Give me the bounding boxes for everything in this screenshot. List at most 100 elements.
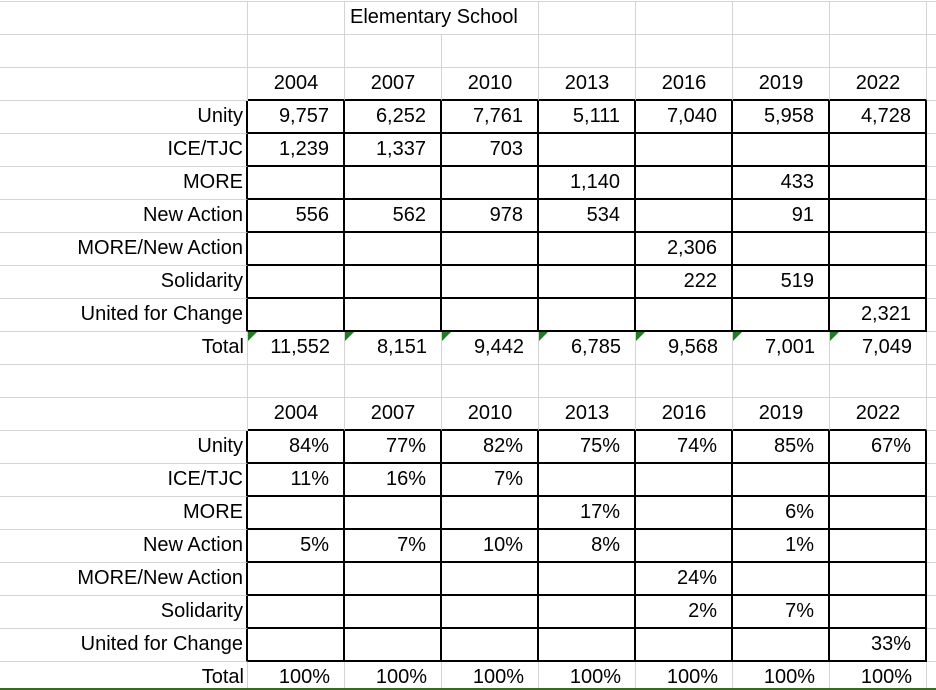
- cell-more-new-action-2010[interactable]: [442, 563, 539, 596]
- cell-more-2010[interactable]: [442, 167, 539, 200]
- row-label[interactable]: New Action: [0, 530, 248, 563]
- cell-united-for-change-2013[interactable]: [539, 299, 636, 332]
- year-header-cell[interactable]: 2007: [345, 68, 442, 101]
- cell-new-action-2019[interactable]: 1%: [733, 530, 830, 563]
- cell[interactable]: [636, 365, 733, 398]
- cell-total-2007[interactable]: 100%: [345, 662, 442, 690]
- cell-new-action-2010[interactable]: 10%: [442, 530, 539, 563]
- cell-ice-tjc-2022[interactable]: [830, 464, 927, 497]
- cell-ice-tjc-2016[interactable]: [636, 464, 733, 497]
- cell-total-2010[interactable]: 9,442: [442, 332, 539, 365]
- year-header-cell[interactable]: 2010: [442, 398, 539, 431]
- cell-new-action-2016[interactable]: [636, 200, 733, 233]
- cell-total-2016[interactable]: 100%: [636, 662, 733, 690]
- row-label-cell[interactable]: [0, 2, 248, 35]
- cell-total-2004[interactable]: 100%: [248, 662, 345, 690]
- cell-new-action-2004[interactable]: 556: [248, 200, 345, 233]
- cell-united-for-change-2007[interactable]: [345, 629, 442, 662]
- cell-solidarity-2007[interactable]: [345, 266, 442, 299]
- cell[interactable]: [248, 365, 345, 398]
- cell-more-2022[interactable]: [830, 497, 927, 530]
- row-label[interactable]: Solidarity: [0, 266, 248, 299]
- cell-total-2007[interactable]: 8,151: [345, 332, 442, 365]
- cell-united-for-change-2022[interactable]: 33%: [830, 629, 927, 662]
- year-header-cell[interactable]: 2022: [830, 398, 927, 431]
- cell-unity-2019[interactable]: 5,958: [733, 101, 830, 134]
- cell-united-for-change-2010[interactable]: [442, 629, 539, 662]
- cell-new-action-2004[interactable]: 5%: [248, 530, 345, 563]
- cell[interactable]: [830, 365, 927, 398]
- cell[interactable]: [442, 35, 539, 68]
- cell-more-2010[interactable]: [442, 497, 539, 530]
- cell-total-2010[interactable]: 100%: [442, 662, 539, 690]
- cell-total-2004[interactable]: 11,552: [248, 332, 345, 365]
- cell-more-2004[interactable]: [248, 497, 345, 530]
- cell-more-new-action-2016[interactable]: 24%: [636, 563, 733, 596]
- cell-ice-tjc-2022[interactable]: [830, 134, 927, 167]
- cell-unity-2022[interactable]: 67%: [830, 431, 927, 464]
- row-label[interactable]: MORE/New Action: [0, 563, 248, 596]
- cell-new-action-2010[interactable]: 978: [442, 200, 539, 233]
- year-header-cell[interactable]: 2019: [733, 68, 830, 101]
- cell-solidarity-2016[interactable]: 222: [636, 266, 733, 299]
- cell-more-2013[interactable]: 17%: [539, 497, 636, 530]
- cell-more-new-action-2007[interactable]: [345, 233, 442, 266]
- cell-united-for-change-2019[interactable]: [733, 629, 830, 662]
- cell-total-2022[interactable]: 100%: [830, 662, 927, 690]
- cell-more-new-action-2004[interactable]: [248, 233, 345, 266]
- cell-solidarity-2022[interactable]: [830, 266, 927, 299]
- cell-solidarity-2016[interactable]: 2%: [636, 596, 733, 629]
- year-header-cell[interactable]: 2004: [248, 68, 345, 101]
- cell-united-for-change-2019[interactable]: [733, 299, 830, 332]
- cell-more-new-action-2022[interactable]: [830, 563, 927, 596]
- cell[interactable]: [733, 2, 830, 35]
- cell-ice-tjc-2004[interactable]: 11%: [248, 464, 345, 497]
- cell-unity-2007[interactable]: 77%: [345, 431, 442, 464]
- cell-total-2013[interactable]: 100%: [539, 662, 636, 690]
- row-label-cell[interactable]: [0, 365, 248, 398]
- row-label-cell[interactable]: [0, 35, 248, 68]
- cell-more-2004[interactable]: [248, 167, 345, 200]
- cell-more-2007[interactable]: [345, 497, 442, 530]
- cell-more-2007[interactable]: [345, 167, 442, 200]
- cell-united-for-change-2007[interactable]: [345, 299, 442, 332]
- sheet-title[interactable]: Elementary School: [345, 2, 539, 35]
- cell[interactable]: [830, 2, 927, 35]
- cell-solidarity-2019[interactable]: 519: [733, 266, 830, 299]
- row-label[interactable]: MORE: [0, 497, 248, 530]
- cell-total-2019[interactable]: 7,001: [733, 332, 830, 365]
- cell-more-new-action-2004[interactable]: [248, 563, 345, 596]
- cell-united-for-change-2010[interactable]: [442, 299, 539, 332]
- year-header-cell[interactable]: 2016: [636, 398, 733, 431]
- cell-unity-2010[interactable]: 7,761: [442, 101, 539, 134]
- cell-solidarity-2010[interactable]: [442, 266, 539, 299]
- cell-unity-2016[interactable]: 74%: [636, 431, 733, 464]
- cell-solidarity-2010[interactable]: [442, 596, 539, 629]
- cell-united-for-change-2016[interactable]: [636, 299, 733, 332]
- cell-new-action-2013[interactable]: 8%: [539, 530, 636, 563]
- row-label[interactable]: MORE: [0, 167, 248, 200]
- cell[interactable]: [345, 365, 442, 398]
- cell-ice-tjc-2010[interactable]: 703: [442, 134, 539, 167]
- cell[interactable]: [733, 35, 830, 68]
- cell-more-2013[interactable]: 1,140: [539, 167, 636, 200]
- cell[interactable]: [248, 35, 345, 68]
- row-label-cell[interactable]: [0, 398, 248, 431]
- cell-more-new-action-2016[interactable]: 2,306: [636, 233, 733, 266]
- cell-unity-2007[interactable]: 6,252: [345, 101, 442, 134]
- cell-unity-2004[interactable]: 84%: [248, 431, 345, 464]
- cell-new-action-2016[interactable]: [636, 530, 733, 563]
- row-label[interactable]: ICE/TJC: [0, 464, 248, 497]
- cell-more-2019[interactable]: 433: [733, 167, 830, 200]
- cell-more-new-action-2013[interactable]: [539, 563, 636, 596]
- row-label[interactable]: Solidarity: [0, 596, 248, 629]
- cell-solidarity-2019[interactable]: 7%: [733, 596, 830, 629]
- cell-new-action-2022[interactable]: [830, 530, 927, 563]
- cell[interactable]: [636, 35, 733, 68]
- cell-ice-tjc-2013[interactable]: [539, 134, 636, 167]
- cell-ice-tjc-2004[interactable]: 1,239: [248, 134, 345, 167]
- row-label[interactable]: MORE/New Action: [0, 233, 248, 266]
- row-label[interactable]: United for Change: [0, 629, 248, 662]
- cell-total-2019[interactable]: 100%: [733, 662, 830, 690]
- year-header-cell[interactable]: 2016: [636, 68, 733, 101]
